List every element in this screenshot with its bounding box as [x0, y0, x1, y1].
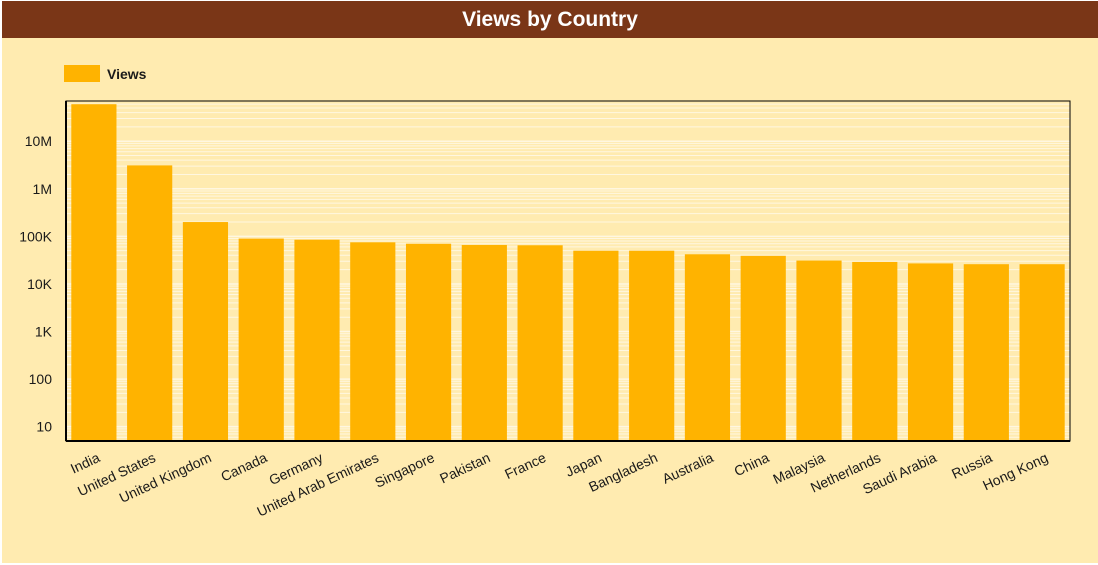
y-tick-label: 100 — [29, 371, 53, 387]
x-tick-label: France — [502, 449, 548, 482]
bar-russia[interactable] — [963, 264, 1009, 441]
legend-label: Views — [107, 65, 147, 82]
bar-united-arab-emirates[interactable] — [350, 242, 396, 441]
legend-swatch — [64, 65, 100, 82]
bar-singapore[interactable] — [405, 243, 452, 441]
title-bar: Views by Country — [2, 1, 1098, 38]
bar-saudi-arabia[interactable] — [907, 263, 954, 441]
x-tick-label: Australia — [660, 449, 716, 487]
x-tick-label: Singapore — [372, 449, 437, 491]
bar-france[interactable] — [517, 245, 563, 441]
bar-japan[interactable] — [573, 250, 619, 441]
x-tick-label: India — [68, 449, 102, 476]
y-tick-label: 1K — [35, 324, 53, 340]
bar-united-kingdom[interactable] — [182, 222, 229, 441]
bar-australia[interactable] — [684, 254, 731, 441]
bar-india[interactable] — [71, 104, 117, 441]
bar-malaysia[interactable] — [796, 260, 842, 441]
bar-china[interactable] — [740, 255, 786, 441]
chart-title: Views by Country — [462, 7, 638, 31]
y-tick-label: 10K — [27, 276, 53, 292]
y-tick-label: 1M — [33, 181, 52, 197]
x-tick-label: Pakistan — [437, 449, 492, 486]
y-tick-label: 10 — [36, 419, 52, 435]
bar-hong-kong[interactable] — [1019, 264, 1065, 441]
x-tick-label: Canada — [218, 449, 269, 484]
y-tick-label: 10M — [25, 133, 52, 149]
bar-germany[interactable] — [294, 239, 340, 441]
bar-netherlands[interactable] — [852, 261, 898, 441]
bar-canada[interactable] — [238, 238, 284, 441]
bar-united-states[interactable] — [127, 165, 173, 441]
x-tick-label: China — [732, 449, 772, 479]
y-tick-label: 100K — [19, 228, 52, 244]
legend[interactable]: Views — [64, 65, 146, 82]
bar-pakistan[interactable] — [461, 244, 507, 441]
bar-bangladesh[interactable] — [629, 250, 675, 441]
